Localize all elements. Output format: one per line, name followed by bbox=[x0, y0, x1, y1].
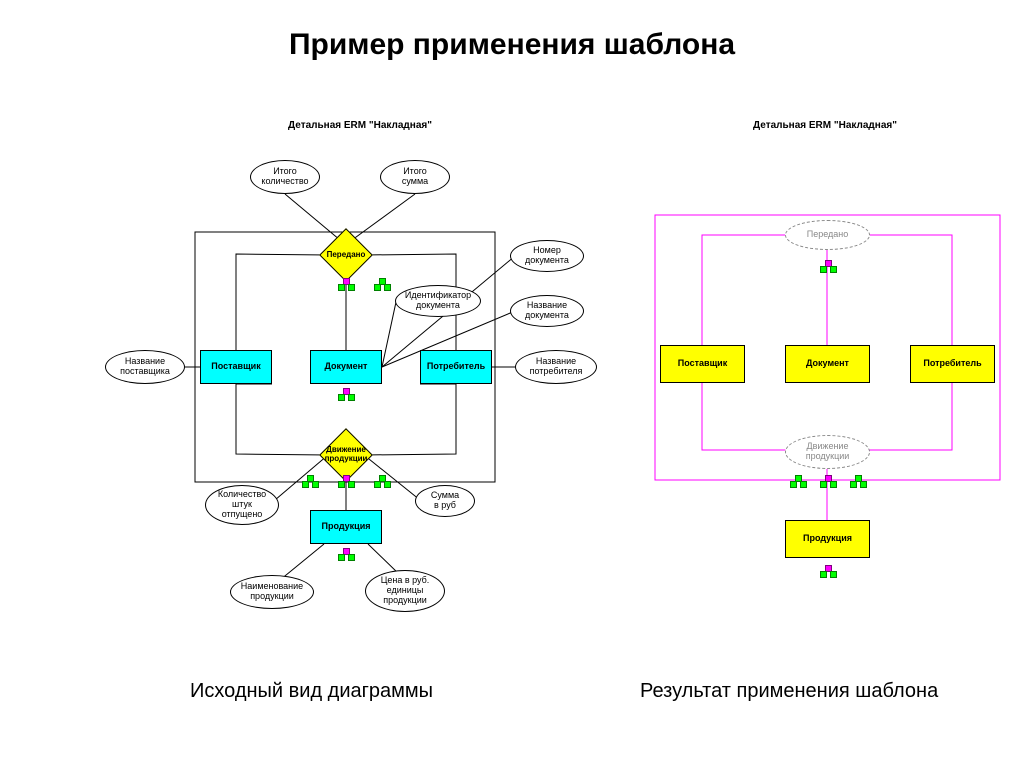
attr-e-total-qty: Итогоколичество bbox=[250, 160, 320, 194]
diagram-templated: Детальная ERM "Накладная" Поставщик Докуме… bbox=[640, 120, 1010, 640]
cluster-icon bbox=[790, 475, 806, 487]
attr-e-qty-rel: Количествоштукотпущено bbox=[205, 485, 279, 525]
attr-e-doc-id: Идентификатордокумента bbox=[395, 285, 481, 317]
attr-e-cons-name: Названиепотребителя bbox=[515, 350, 597, 384]
entity-product: Продукция bbox=[310, 510, 382, 544]
attr-e-total-sum: Итогосумма bbox=[380, 160, 450, 194]
entity-product2: Продукция bbox=[785, 520, 870, 558]
attr-e-price: Цена в руб.единицыпродукции bbox=[365, 570, 445, 612]
relation-movement: Движениепродукции bbox=[327, 436, 365, 474]
entity-consumer2: Потребитель bbox=[910, 345, 995, 383]
cluster-icon bbox=[374, 278, 390, 290]
cluster-icon bbox=[374, 475, 390, 487]
cluster-icon bbox=[820, 475, 836, 487]
entity-document: Документ bbox=[310, 350, 382, 384]
diagram-original: Детальная ERM "Накладная" Поставщик Докуме… bbox=[110, 120, 610, 640]
attr-e-sup-name: Названиепоставщика bbox=[105, 350, 185, 384]
entity-document2: Документ bbox=[785, 345, 870, 383]
entity-consumer: Потребитель bbox=[420, 350, 492, 384]
cluster-icon bbox=[302, 475, 318, 487]
attr-e-sum-rub: Суммав руб bbox=[415, 485, 475, 517]
cluster-icon bbox=[338, 548, 354, 560]
caption-right: Результат применения шаблона bbox=[640, 680, 938, 703]
relation-transfer: Передано bbox=[327, 236, 365, 274]
subtitle-left: Детальная ERM "Накладная" bbox=[110, 120, 610, 131]
subtitle-right: Детальная ERM "Накладная" bbox=[640, 120, 1010, 131]
cluster-icon bbox=[820, 565, 836, 577]
cluster-icon bbox=[850, 475, 866, 487]
relation-d-movement: Движениепродукции bbox=[785, 435, 870, 469]
entity-supplier: Поставщик bbox=[200, 350, 272, 384]
cluster-icon bbox=[338, 475, 354, 487]
cluster-icon bbox=[338, 278, 354, 290]
entity-supplier2: Поставщик bbox=[660, 345, 745, 383]
relation-d-transfer: Передано bbox=[785, 220, 870, 250]
attr-e-doc-name: Названиедокумента bbox=[510, 295, 584, 327]
caption-left: Исходный вид диаграммы bbox=[190, 680, 433, 703]
attr-e-prod-name: Наименованиепродукции bbox=[230, 575, 314, 609]
cluster-icon bbox=[338, 388, 354, 400]
attr-e-doc-no: Номердокумента bbox=[510, 240, 584, 272]
page-title: Пример применения шаблона bbox=[0, 28, 1024, 62]
cluster-icon bbox=[820, 260, 836, 272]
